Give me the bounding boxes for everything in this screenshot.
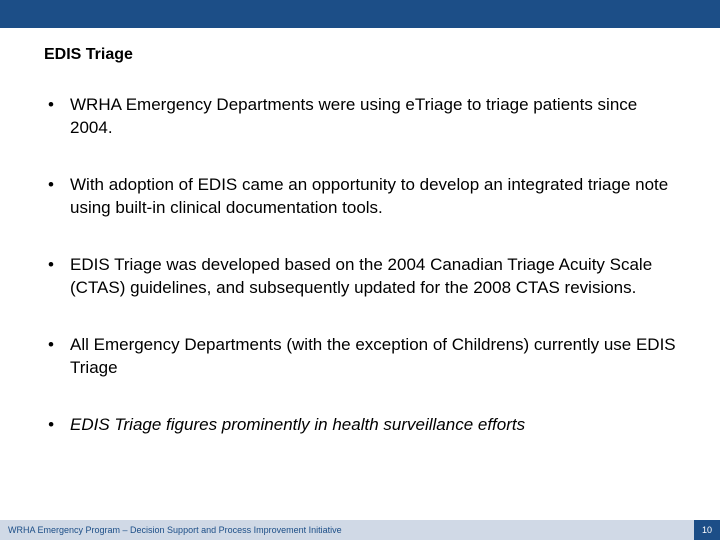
slide-footer: WRHA Emergency Program – Decision Suppor…	[0, 520, 720, 540]
bullet-item: EDIS Triage figures prominently in healt…	[44, 414, 676, 437]
bullet-list: WRHA Emergency Departments were using eT…	[44, 94, 676, 436]
footer-text: WRHA Emergency Program – Decision Suppor…	[0, 525, 342, 535]
slide: EDIS Triage WRHA Emergency Departments w…	[0, 0, 720, 540]
top-accent-bar	[0, 0, 720, 28]
page-number: 10	[702, 525, 712, 535]
slide-title: EDIS Triage	[44, 46, 676, 64]
slide-content: EDIS Triage WRHA Emergency Departments w…	[0, 28, 720, 540]
bullet-item: With adoption of EDIS came an opportunit…	[44, 174, 676, 220]
bullet-item: EDIS Triage was developed based on the 2…	[44, 254, 676, 300]
page-number-badge: 10	[694, 520, 720, 540]
bullet-item: WRHA Emergency Departments were using eT…	[44, 94, 676, 140]
bullet-item: All Emergency Departments (with the exce…	[44, 334, 676, 380]
